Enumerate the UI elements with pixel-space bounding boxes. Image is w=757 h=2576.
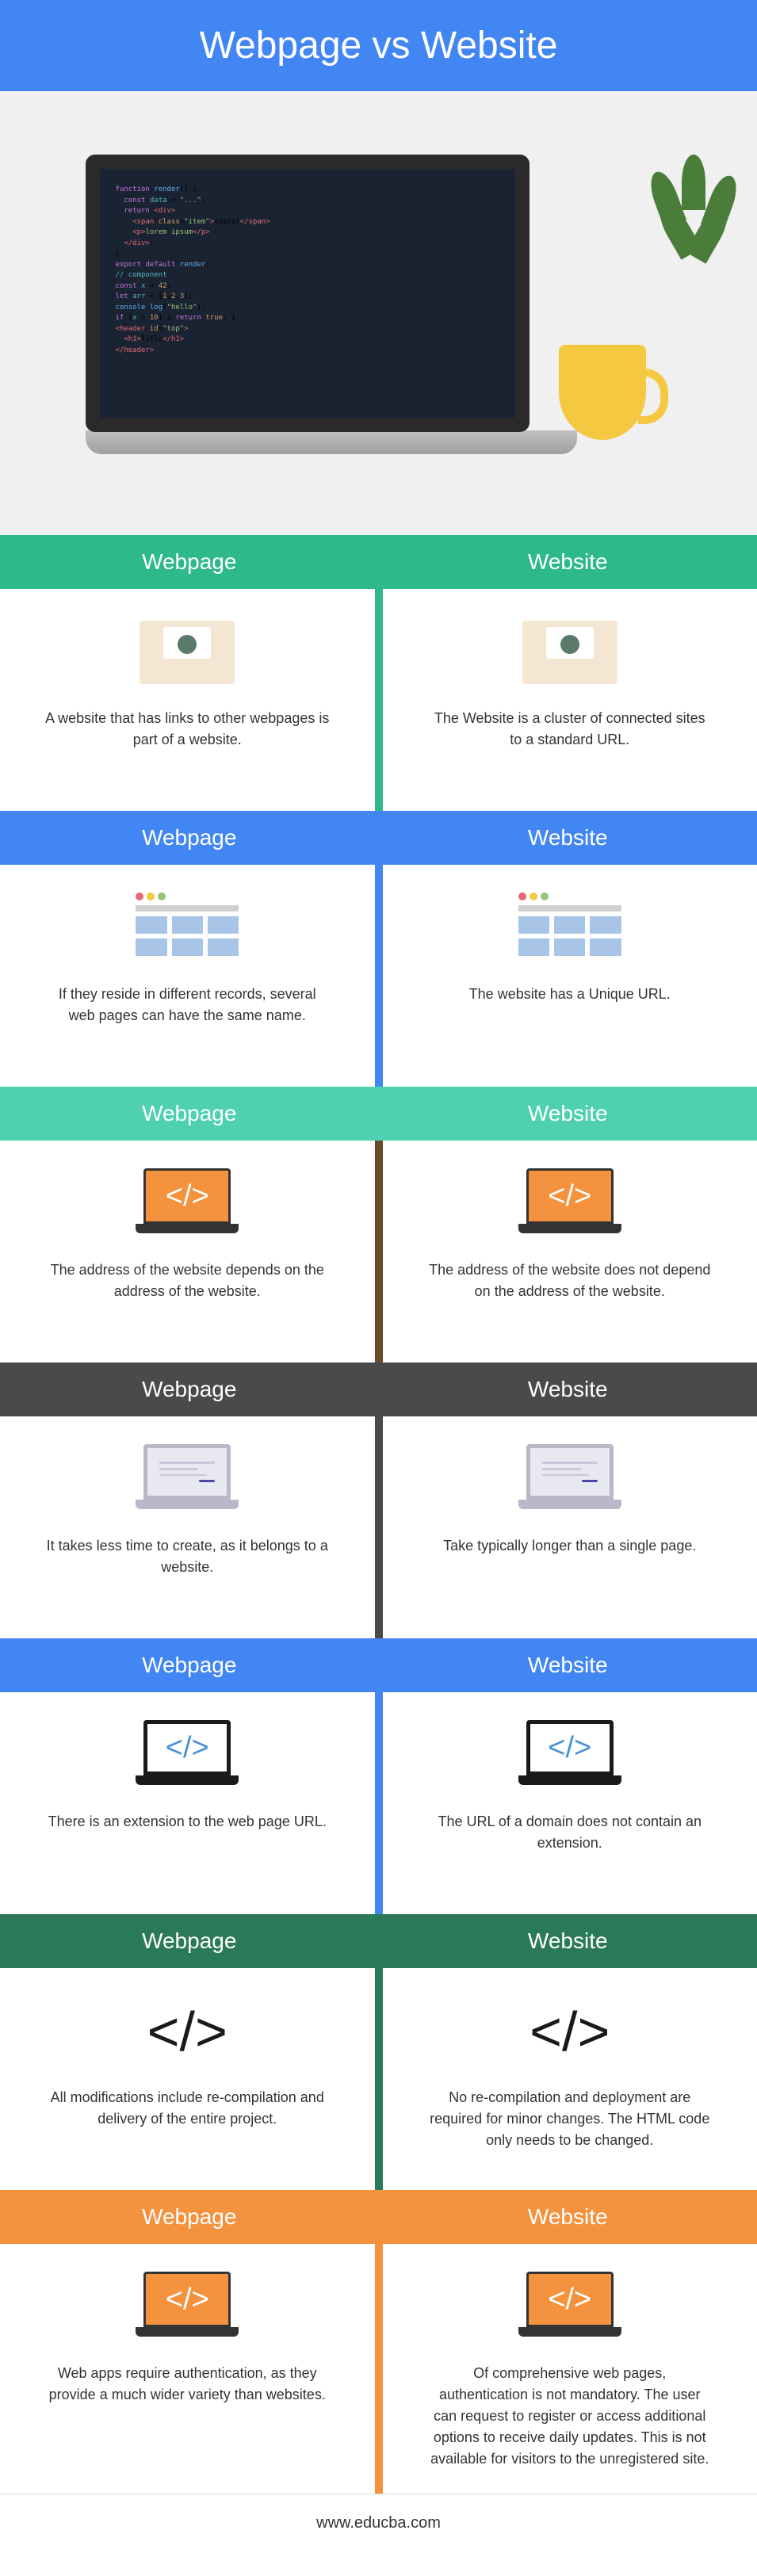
section-header: WebpageWebsite — [0, 535, 757, 589]
comparison-row: It takes less time to create, as it belo… — [0, 1416, 757, 1638]
section-header: WebpageWebsite — [0, 1363, 757, 1416]
desk-icon — [522, 621, 617, 684]
comparison-cell-left: It takes less time to create, as it belo… — [0, 1416, 375, 1638]
code-tag-icon: </> — [530, 2000, 610, 2063]
laptop-code-icon: </> — [518, 2272, 621, 2343]
documents-icon — [518, 892, 621, 964]
column-header-left: Webpage — [0, 1087, 379, 1141]
desk-icon — [140, 621, 235, 684]
section-header: WebpageWebsite — [0, 1087, 757, 1141]
plant-icon — [646, 155, 741, 313]
comparison-cell-left: </> Web apps require authentication, as t… — [0, 2244, 375, 2494]
comparison-row: </> The address of the website depends on… — [0, 1141, 757, 1363]
page-title: Webpage vs Website — [0, 0, 757, 91]
comparison-cell-right: </> Of comprehensive web pages, authentic… — [383, 2244, 757, 2494]
comparison-row: </> There is an extension to the web page… — [0, 1692, 757, 1914]
laptop-icon — [518, 1444, 621, 1515]
comparison-row: A website that has links to other webpag… — [0, 589, 757, 811]
cell-text: All modifications include re-compilation… — [44, 2087, 330, 2130]
comparison-cell-left: </> The address of the website depends on… — [0, 1141, 375, 1363]
cell-text: The address of the website depends on th… — [44, 1259, 330, 1302]
comparison-row: If they reside in different records, sev… — [0, 865, 757, 1087]
cell-text: The Website is a cluster of connected si… — [427, 708, 713, 751]
cell-text: No re-compilation and deployment are req… — [427, 2087, 713, 2151]
divider — [375, 589, 383, 811]
laptop-icon — [136, 1444, 239, 1515]
cell-text: It takes less time to create, as it belo… — [44, 1535, 330, 1578]
divider — [375, 1692, 383, 1914]
column-header-left: Webpage — [0, 2190, 379, 2244]
cell-text: There is an extension to the web page UR… — [48, 1811, 327, 1833]
column-header-right: Website — [379, 1914, 757, 1968]
laptop-code-icon: </> — [136, 1720, 239, 1791]
comparison-cell-right: The website has a Unique URL. — [383, 865, 757, 1087]
column-header-right: Website — [379, 1087, 757, 1141]
column-header-left: Webpage — [0, 1914, 379, 1968]
section-header: WebpageWebsite — [0, 811, 757, 865]
comparison-cell-right: Take typically longer than a single page… — [383, 1416, 757, 1638]
laptop-hero-icon: function render() { const data = "..."; … — [86, 155, 577, 472]
comparison-row: </> Web apps require authentication, as t… — [0, 2244, 757, 2494]
documents-icon — [136, 892, 239, 964]
divider — [375, 1968, 383, 2190]
cell-text: The website has a Unique URL. — [469, 984, 671, 1005]
comparison-row: </> All modifications include re-compilat… — [0, 1968, 757, 2190]
laptop-code-icon: </> — [518, 1168, 621, 1240]
laptop-code-icon: </> — [136, 1168, 239, 1240]
comparison-cell-left: If they reside in different records, sev… — [0, 865, 375, 1087]
column-header-left: Webpage — [0, 535, 379, 589]
column-header-right: Website — [379, 2190, 757, 2244]
cell-text: If they reside in different records, sev… — [44, 984, 330, 1026]
comparison-cell-left: A website that has links to other webpag… — [0, 589, 375, 811]
divider — [375, 1141, 383, 1363]
comparison-cell-right: </> No re-compilation and deployment are … — [383, 1968, 757, 2190]
cell-text: Take typically longer than a single page… — [443, 1535, 696, 1557]
laptop-code-icon: </> — [518, 1720, 621, 1791]
divider — [375, 865, 383, 1087]
comparison-cell-right: The Website is a cluster of connected si… — [383, 589, 757, 811]
section-header: WebpageWebsite — [0, 1914, 757, 1968]
column-header-left: Webpage — [0, 1363, 379, 1416]
divider — [375, 2244, 383, 2494]
column-header-left: Webpage — [0, 1638, 379, 1692]
divider — [375, 1416, 383, 1638]
column-header-left: Webpage — [0, 811, 379, 865]
mug-icon — [559, 345, 646, 440]
cell-text: The address of the website does not depe… — [427, 1259, 713, 1302]
comparison-cell-left: </> There is an extension to the web page… — [0, 1692, 375, 1914]
cell-text: Web apps require authentication, as they… — [44, 2363, 330, 2406]
cell-text: Of comprehensive web pages, authenticati… — [427, 2363, 713, 2470]
comparison-cell-left: </> All modifications include re-compilat… — [0, 1968, 375, 2190]
comparison-cell-right: </> The address of the website does not d… — [383, 1141, 757, 1363]
footer-url: www.educba.com — [0, 2494, 757, 2552]
column-header-right: Website — [379, 1363, 757, 1416]
section-header: WebpageWebsite — [0, 2190, 757, 2244]
column-header-right: Website — [379, 1638, 757, 1692]
cell-text: A website that has links to other webpag… — [44, 708, 330, 751]
section-header: WebpageWebsite — [0, 1638, 757, 1692]
column-header-right: Website — [379, 811, 757, 865]
cell-text: The URL of a domain does not contain an … — [427, 1811, 713, 1854]
code-tag-icon: </> — [147, 2000, 227, 2063]
laptop-code-icon: </> — [136, 2272, 239, 2343]
hero-image: function render() { const data = "..."; … — [0, 91, 757, 535]
comparison-cell-right: </> The URL of a domain does not contain … — [383, 1692, 757, 1914]
column-header-right: Website — [379, 535, 757, 589]
